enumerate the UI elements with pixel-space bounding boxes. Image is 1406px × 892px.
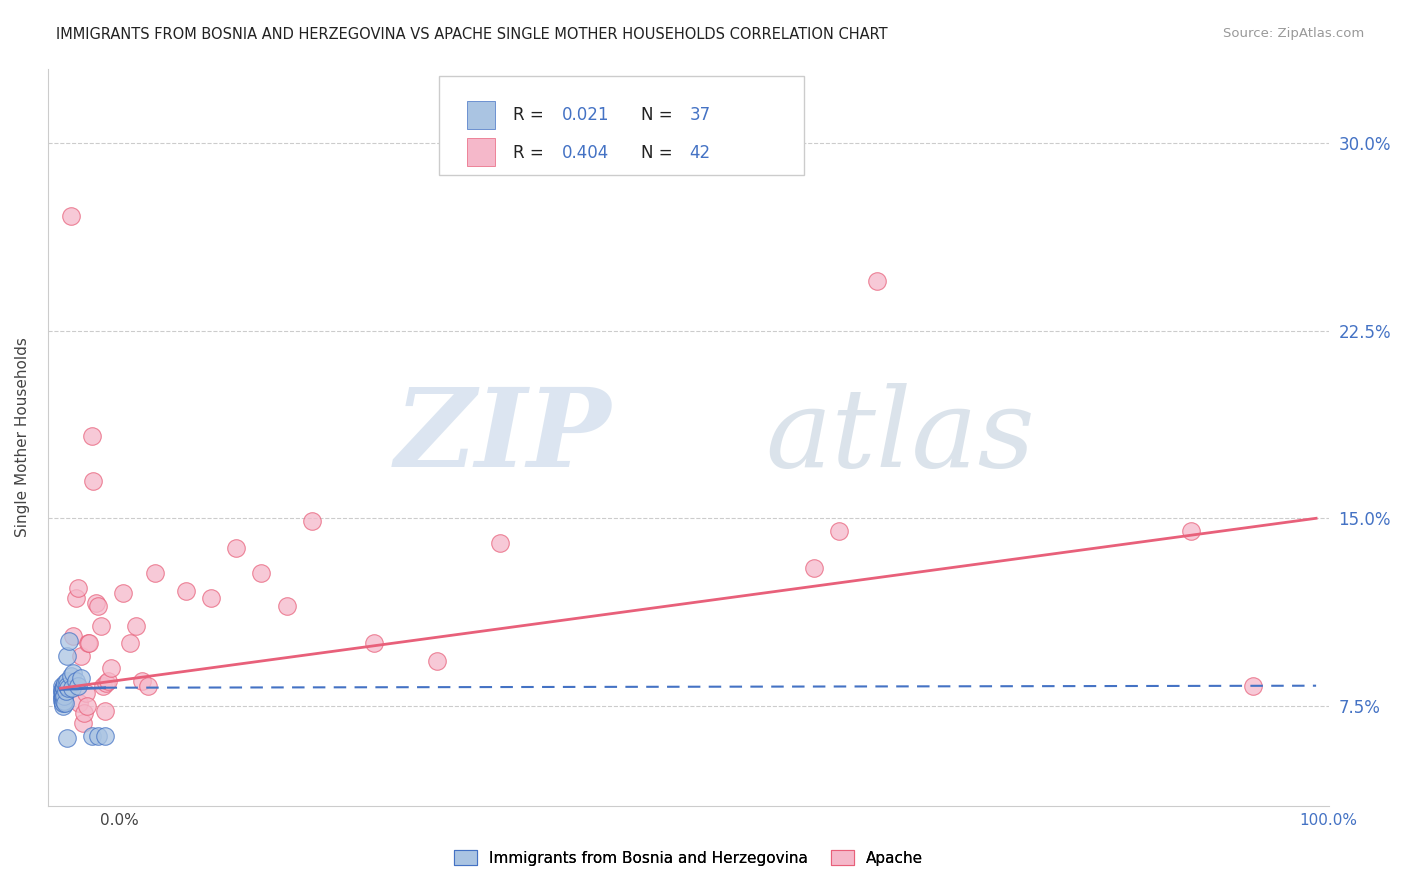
Point xyxy=(52,691,75,706)
Point xyxy=(51,694,73,708)
Point xyxy=(55,676,77,690)
Point xyxy=(62,666,84,681)
Point xyxy=(131,673,153,688)
FancyBboxPatch shape xyxy=(467,138,495,166)
Point xyxy=(97,673,120,688)
Text: atlas: atlas xyxy=(765,384,1035,491)
Point xyxy=(51,679,73,693)
Point xyxy=(200,591,222,606)
Point xyxy=(100,661,122,675)
FancyBboxPatch shape xyxy=(439,76,804,176)
Point xyxy=(56,648,79,663)
Point xyxy=(91,679,114,693)
Point xyxy=(87,729,110,743)
Point xyxy=(59,669,82,683)
Text: R =: R = xyxy=(513,144,548,161)
Point xyxy=(426,654,449,668)
Legend: Immigrants from Bosnia and Herzegovina, Apache: Immigrants from Bosnia and Herzegovina, … xyxy=(447,844,929,871)
Point xyxy=(55,683,77,698)
Point xyxy=(52,689,75,703)
Point xyxy=(56,731,79,746)
Point xyxy=(276,599,298,613)
Text: ZIP: ZIP xyxy=(395,384,612,491)
Text: Source: ZipAtlas.com: Source: ZipAtlas.com xyxy=(1223,27,1364,40)
Point xyxy=(80,429,103,443)
Point xyxy=(1241,679,1264,693)
Point xyxy=(52,681,75,696)
Point xyxy=(58,633,80,648)
Text: 0.0%: 0.0% xyxy=(100,814,139,828)
Point xyxy=(73,706,96,721)
Point xyxy=(79,636,101,650)
Point xyxy=(76,698,98,713)
Point xyxy=(56,673,79,688)
Text: 37: 37 xyxy=(689,106,711,125)
Text: 0.404: 0.404 xyxy=(561,144,609,161)
Point xyxy=(80,729,103,743)
Point xyxy=(69,671,91,685)
Point xyxy=(118,636,141,650)
Point xyxy=(93,729,115,743)
Point xyxy=(51,689,73,703)
Point xyxy=(65,673,87,688)
Point xyxy=(69,648,91,663)
Point xyxy=(828,524,851,538)
Point xyxy=(138,679,160,693)
Point xyxy=(53,681,76,696)
Point xyxy=(69,696,91,710)
Point xyxy=(90,618,112,632)
Point xyxy=(87,599,110,613)
Text: 100.0%: 100.0% xyxy=(1299,814,1358,828)
Point xyxy=(53,696,76,710)
Point xyxy=(84,596,107,610)
Point xyxy=(174,583,197,598)
Point xyxy=(93,704,115,718)
Point xyxy=(250,566,273,581)
Text: IMMIGRANTS FROM BOSNIA AND HERZEGOVINA VS APACHE SINGLE MOTHER HOUSEHOLDS CORREL: IMMIGRANTS FROM BOSNIA AND HERZEGOVINA V… xyxy=(56,27,887,42)
Point xyxy=(52,686,75,700)
Point xyxy=(51,691,73,706)
Point xyxy=(53,679,76,693)
Point xyxy=(301,514,323,528)
Point xyxy=(143,566,166,581)
Point xyxy=(94,676,117,690)
Point xyxy=(75,686,97,700)
Text: 0.021: 0.021 xyxy=(561,106,609,125)
Point xyxy=(56,679,79,693)
Point xyxy=(62,629,84,643)
Point xyxy=(803,561,825,575)
Point xyxy=(56,681,79,696)
Point xyxy=(65,591,87,606)
Point xyxy=(77,636,100,650)
Point xyxy=(52,696,75,710)
Point xyxy=(82,474,104,488)
Point xyxy=(67,679,90,693)
Text: N =: N = xyxy=(641,106,678,125)
Point xyxy=(1180,524,1202,538)
Point xyxy=(53,689,76,703)
Point xyxy=(72,716,94,731)
Point xyxy=(60,681,83,696)
Text: N =: N = xyxy=(641,144,678,161)
Point xyxy=(225,541,247,556)
Point xyxy=(866,274,889,288)
Point xyxy=(59,209,82,223)
Point xyxy=(125,618,148,632)
Point xyxy=(52,694,75,708)
Point xyxy=(363,636,385,650)
Point xyxy=(52,698,75,713)
Point xyxy=(112,586,135,600)
Y-axis label: Single Mother Households: Single Mother Households xyxy=(15,337,30,537)
Point xyxy=(52,681,75,696)
Text: R =: R = xyxy=(513,106,548,125)
Point xyxy=(67,581,90,595)
Point xyxy=(51,683,73,698)
FancyBboxPatch shape xyxy=(467,101,495,128)
Point xyxy=(51,683,73,698)
Text: 42: 42 xyxy=(689,144,711,161)
Point xyxy=(489,536,512,550)
Point xyxy=(52,696,75,710)
Point xyxy=(52,686,75,700)
